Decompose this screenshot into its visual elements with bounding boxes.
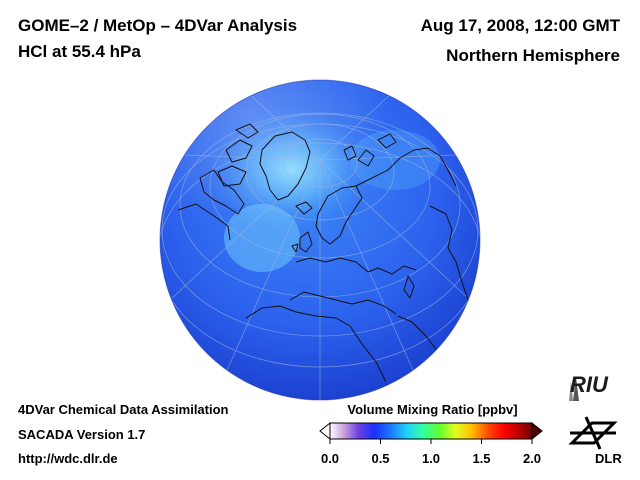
colorbar-low-arrow [319, 421, 331, 441]
colorbar-tick-label: 0.5 [371, 451, 390, 466]
graticule [160, 89, 480, 400]
scandinavia-coast [315, 185, 363, 245]
region-label: Northern Hemisphere [446, 46, 620, 65]
africa-coast [245, 305, 387, 383]
colorbar-tick-label: 2.0 [522, 451, 542, 466]
colorbar-high-arrow [531, 421, 543, 441]
coastlines [177, 123, 469, 383]
asia-coast [429, 205, 469, 301]
europe-coast [295, 257, 417, 275]
dlr-logo-text: DLR [595, 451, 622, 466]
siberia-coast [355, 147, 457, 187]
title-line-2: HCl at 55.4 hPa [18, 42, 141, 61]
riu-logo-icon [569, 377, 579, 401]
north-america-coast [177, 169, 245, 241]
caspian-coast [403, 275, 415, 299]
british-isles-coast [291, 231, 313, 253]
arctic-islands [343, 133, 397, 167]
greenland-coast [259, 131, 311, 201]
colorbar-tick-label: 0.0 [320, 451, 340, 466]
colorbar-tick-label: 1.5 [472, 451, 491, 466]
colorbar [319, 421, 543, 444]
colorbar-tick-label: 1.0 [421, 451, 441, 466]
colorbar-gradient [329, 422, 533, 440]
riu-logo-text: RIU [570, 372, 608, 397]
dlr-logo-icon [568, 416, 618, 450]
mediterranean-coast [289, 291, 397, 315]
footer-line-2: SACADA Version 1.7 [18, 427, 146, 442]
iceland-coast [295, 201, 313, 215]
footer-url: http://wdc.dlr.de [18, 451, 118, 466]
title-line-1: GOME–2 / MetOp – 4DVar Analysis [18, 16, 298, 35]
colorbar-title: Volume Mixing Ratio [ppbv] [347, 402, 518, 417]
footer-line-1: 4DVar Chemical Data Assimilation [18, 402, 229, 417]
canadian-arctic-coast [217, 123, 259, 187]
analysis-date: Aug 17, 2008, 12:00 GMT [420, 16, 620, 35]
